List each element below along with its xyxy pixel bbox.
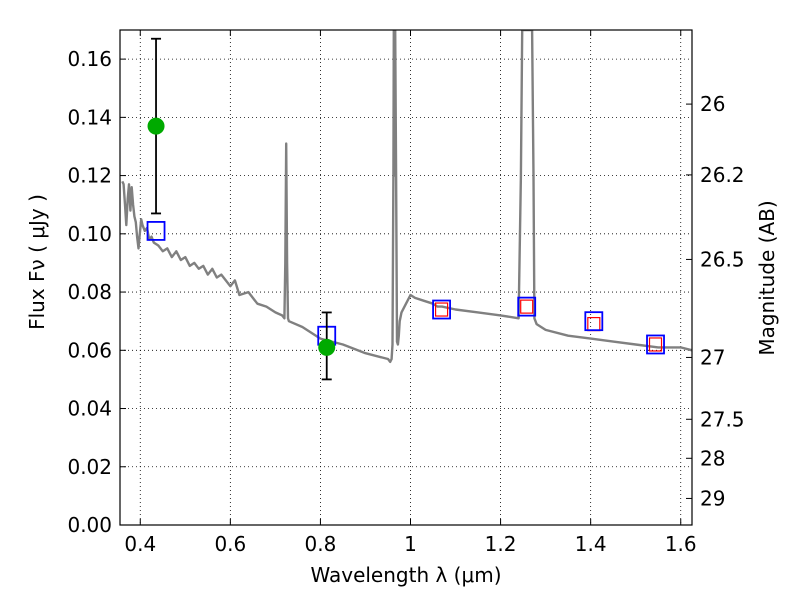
grid-lines bbox=[120, 30, 692, 526]
red-square-marker bbox=[520, 299, 534, 314]
y2-axis-label: Magnitude (AB) bbox=[755, 200, 779, 355]
y-tick-label: 0.08 bbox=[67, 280, 112, 304]
sed-model-line bbox=[121, 30, 692, 364]
y2-tick-label: 26.2 bbox=[700, 163, 745, 187]
y-tick-label: 0.16 bbox=[67, 47, 112, 71]
y-tick-label: 0.02 bbox=[67, 455, 112, 479]
y-tick-label: 0.06 bbox=[67, 338, 112, 362]
plot-area bbox=[121, 30, 692, 381]
y-tick-label: 0.14 bbox=[67, 105, 112, 129]
x-axis-label: Wavelength λ (μm) bbox=[310, 563, 501, 587]
y-tick-label: 0.12 bbox=[67, 164, 112, 188]
y2-tick-label: 27.5 bbox=[700, 407, 745, 431]
red-square-marker bbox=[587, 316, 601, 332]
model-photometry-marker bbox=[517, 296, 537, 317]
y-tick-label: 0.00 bbox=[67, 513, 112, 537]
x-tick-label: 0.8 bbox=[305, 532, 337, 556]
x-tick-label: 0.4 bbox=[124, 532, 156, 556]
model-photometry-marker bbox=[432, 299, 451, 320]
x-tick-label: 1 bbox=[404, 532, 417, 556]
model-photometry-marker bbox=[584, 311, 604, 332]
observed-flux-point bbox=[318, 338, 336, 356]
x-tick-label: 1.4 bbox=[575, 532, 607, 556]
x-tick-label: 0.6 bbox=[214, 532, 246, 556]
y-axis-label: Flux Fν ( μJy ) bbox=[25, 194, 49, 330]
red-square-marker bbox=[648, 337, 663, 352]
x-tick-label: 1.6 bbox=[665, 532, 697, 556]
model-photometry-marker bbox=[146, 221, 166, 241]
y2-tick-label: 28 bbox=[700, 446, 725, 470]
plot-frame bbox=[119, 29, 693, 526]
y-tick-label: 0.04 bbox=[67, 397, 112, 421]
model-photometry-marker bbox=[646, 334, 665, 355]
y2-tick-label: 26.5 bbox=[700, 247, 745, 271]
x-tick-label: 1.2 bbox=[485, 532, 517, 556]
red-square-marker bbox=[434, 302, 449, 317]
y2-tick-label: 27 bbox=[700, 345, 725, 369]
axis-ticks: 0.4 0.6 0.8 1 1.2 1.4 1.6 0.00 0.02 0.04 0.06 0.08 0… bbox=[67, 30, 745, 556]
y-tick-label: 0.10 bbox=[67, 222, 112, 246]
y2-tick-label: 29 bbox=[700, 486, 725, 510]
y2-tick-label: 26 bbox=[700, 92, 725, 116]
observed-flux-point bbox=[147, 117, 165, 135]
